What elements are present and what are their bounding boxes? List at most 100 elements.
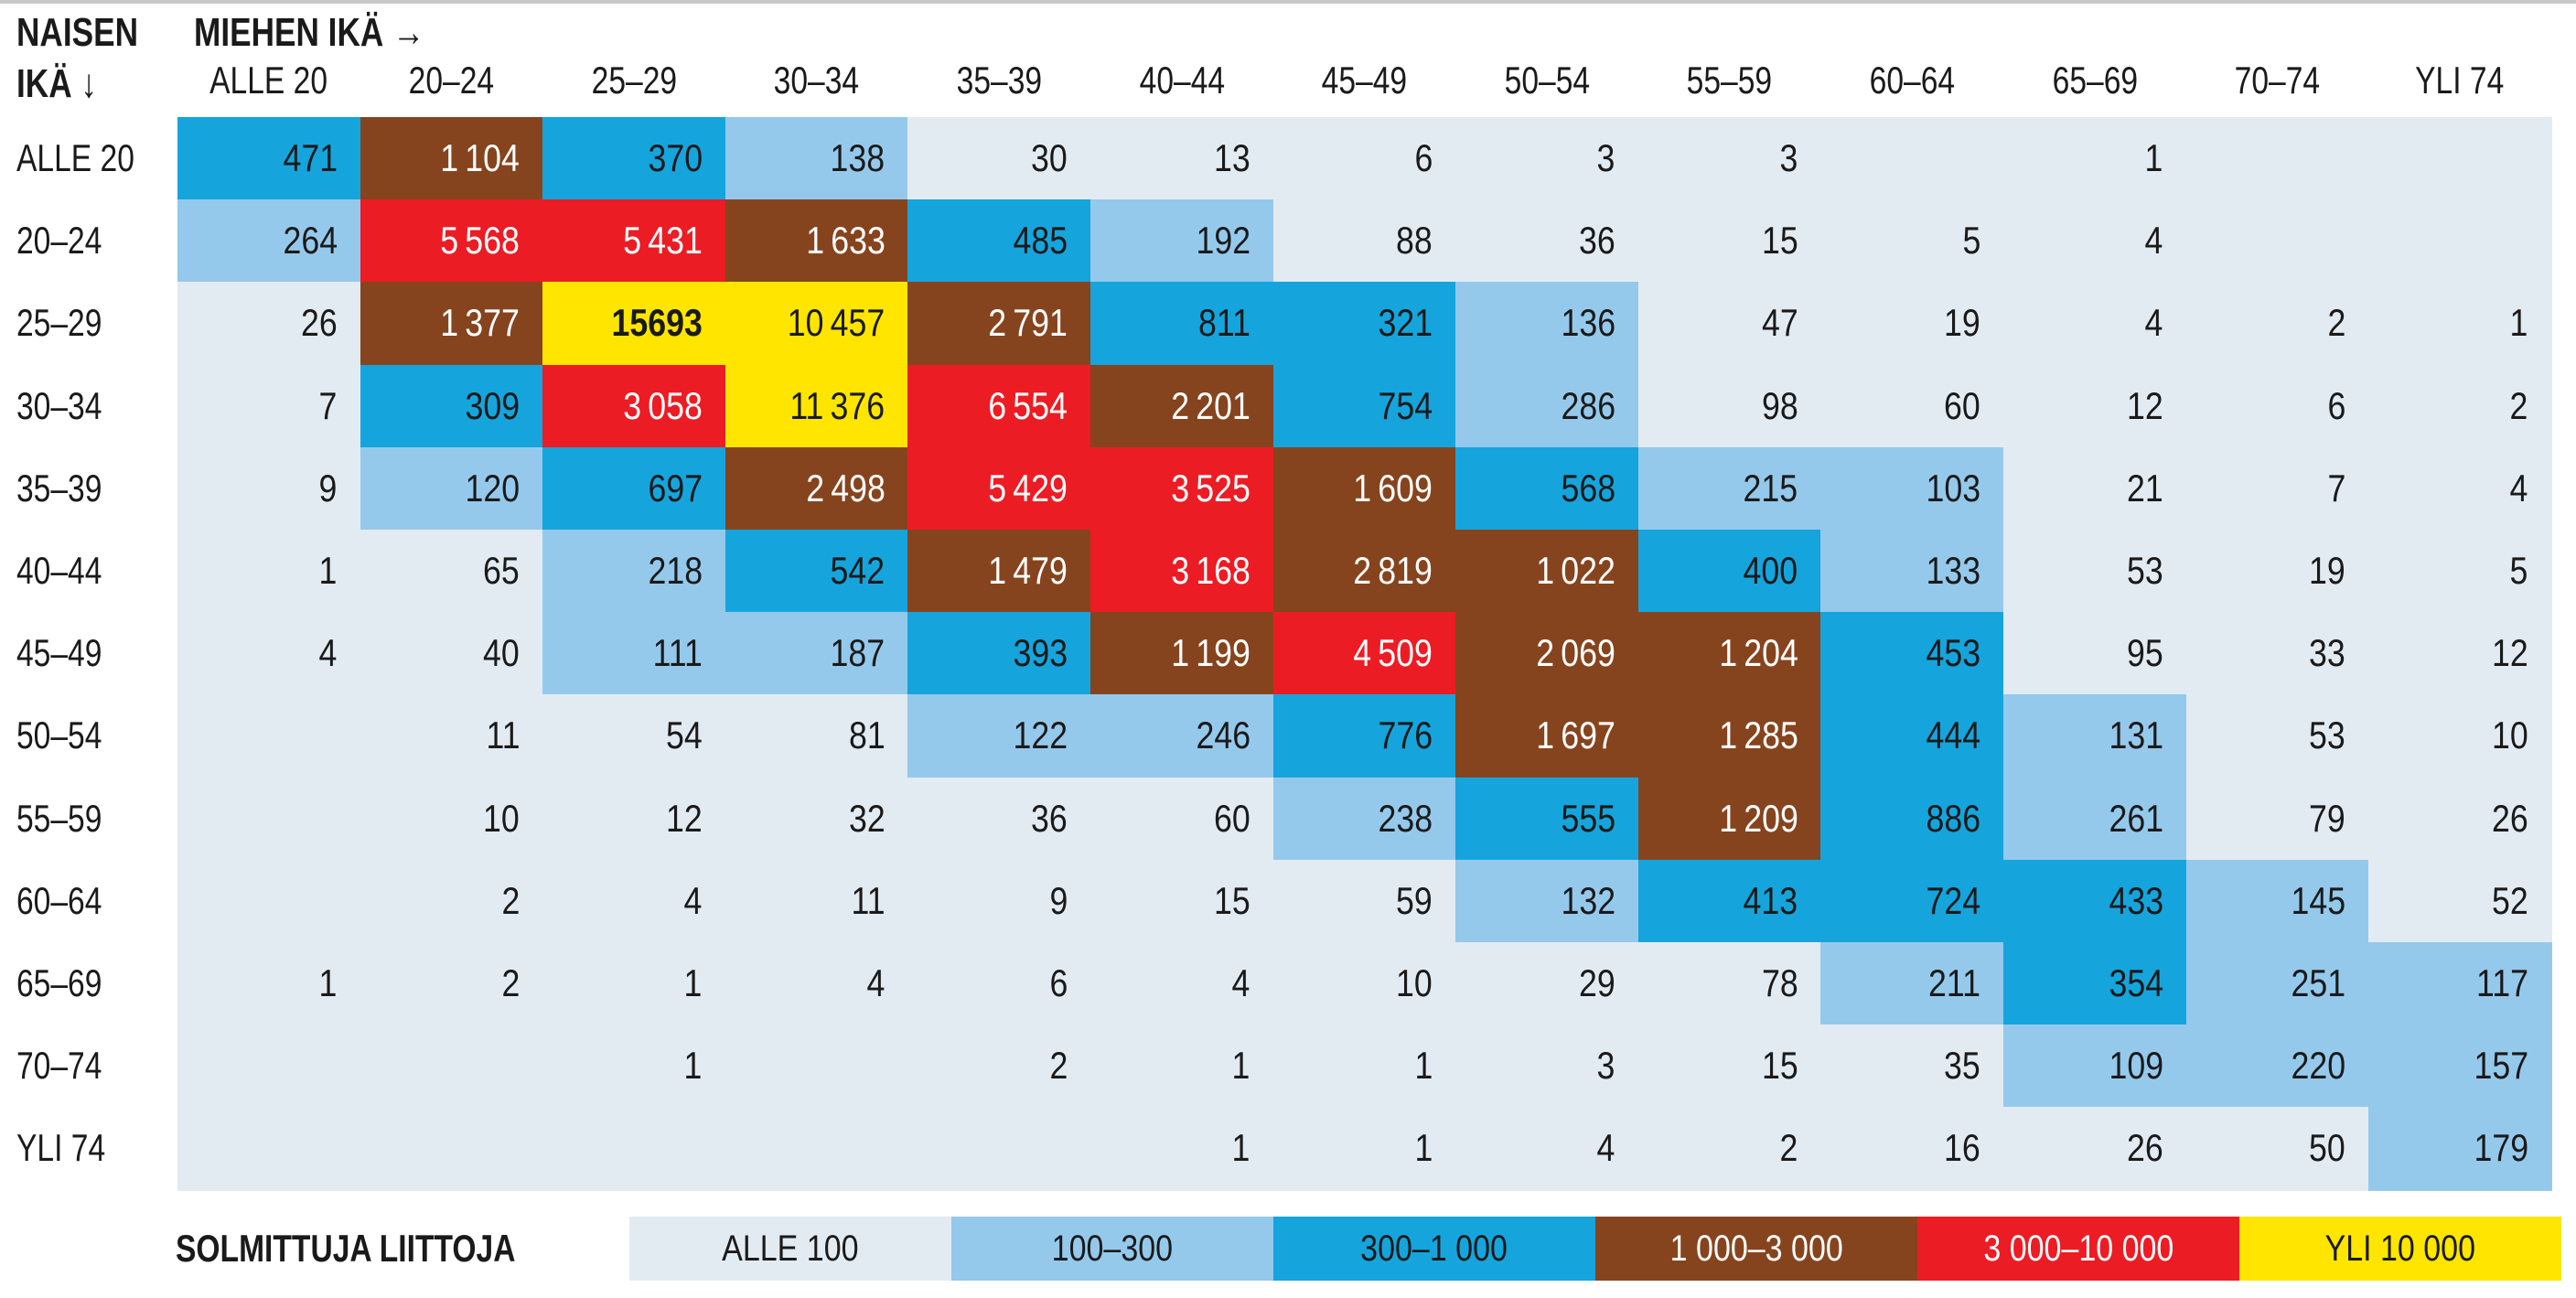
heatmap-cell: 555 [1455,777,1639,861]
heatmap-cell [177,777,361,861]
heatmap-cell: 218 [542,530,726,614]
cell-value: 2 [501,878,521,922]
column-header: ALLE 20 [209,59,328,102]
cell-value: 1 285 [1718,713,1798,757]
cell-value: 132 [1561,878,1615,922]
cell-value: 50 [2309,1126,2346,1170]
cell-value: 10 [483,796,521,840]
cell-value: 122 [1013,713,1068,757]
column-header: 30–34 [774,59,860,102]
cell-value: 133 [1926,549,1980,592]
cell-value: 4 [2509,466,2528,510]
cell-value: 1 [318,961,338,1004]
cell-value: 4 [866,961,886,1004]
cell-value: 15693 [611,301,703,345]
heatmap-cell [907,1107,1091,1191]
heatmap-cell: 6 554 [907,364,1091,448]
cell-value: 9 [318,466,338,510]
heatmap-cell: 3 168 [1090,530,1274,614]
cell-value: 2 [1049,1044,1068,1088]
row-header: 55–59 [16,796,102,840]
cell-value: 3 525 [1171,466,1250,510]
cell-value: 286 [1561,383,1615,427]
cell-value: 19 [1944,301,1980,345]
cell-value: 1 [2144,136,2163,179]
cell-value: 251 [2291,961,2346,1004]
heatmap-cell: 9 [177,446,361,531]
heatmap-cell: 1 377 [360,282,544,366]
heatmap-cell: 3 058 [542,364,726,448]
heatmap-cell: 1 285 [1637,694,1822,778]
cell-value: 238 [1378,796,1433,840]
heatmap-cell [1820,117,2004,201]
heatmap-cell: 33 [2185,612,2370,696]
cell-value: 47 [1761,301,1798,345]
cell-value: 1 204 [1718,631,1798,675]
cell-value: 1 697 [1536,713,1615,757]
cell-value: 1 [1414,1126,1433,1170]
heatmap-cell: 53 [2185,694,2370,778]
cell-value: 16 [1944,1126,1980,1170]
cell-value: 36 [1031,796,1068,840]
legend-item: 3 000–10 000 [1917,1217,2239,1281]
cell-value: 2 791 [988,301,1068,345]
legend-item: 300–1 000 [1273,1217,1595,1281]
cell-value: 7 [318,383,338,427]
cell-value: 886 [1926,796,1980,840]
cell-value: 1 [1414,1044,1433,1088]
heatmap-cell: 60 [1090,777,1274,861]
heatmap-cell: 50 [2185,1107,2370,1191]
cell-value: 811 [1197,301,1250,345]
cell-value: 321 [1378,301,1433,345]
heatmap-cell: 132 [1455,859,1639,943]
heatmap-cell: 1 633 [724,199,909,284]
cell-value: 3 [1596,1044,1615,1088]
cell-value: 52 [2492,878,2528,922]
cell-value: 555 [1561,796,1615,840]
heatmap-cell: 261 [2003,777,2187,861]
heatmap-cell [177,1107,361,1191]
col-axis-label: MIEHEN IKÄ → [194,10,425,55]
heatmap-cell: 2 498 [724,446,909,531]
heatmap-cell: 47 [1637,282,1822,366]
cell-value: 12 [2492,631,2528,675]
row-header: 60–64 [16,878,102,922]
cell-value: 485 [1013,219,1068,263]
cell-value: 1 [683,1044,703,1088]
heatmap-cell [2185,199,2370,284]
heatmap-cell: 81 [724,694,909,778]
heatmap-cell: 26 [177,282,361,366]
cell-value: 157 [2474,1044,2528,1088]
row-header: ALLE 20 [16,136,134,179]
heatmap-cell: 1 204 [1637,612,1822,696]
heatmap-cell: 32 [724,777,909,861]
cell-value: 309 [465,383,521,427]
cell-value: 59 [1396,878,1433,922]
cell-value: 4 [1231,961,1250,1004]
heatmap-cell: 754 [1272,364,1457,448]
heatmap-cell: 6 [2185,364,2370,448]
cell-value: 11 [486,713,521,757]
heatmap-cell: 1 479 [907,530,1091,614]
heatmap-cell [542,1107,726,1191]
heatmap-cell: 16 [1820,1107,2004,1191]
heatmap-cell: 7 [2185,446,2370,531]
cell-value: 471 [283,136,338,179]
heatmap-cell: 9 [907,859,1091,943]
row-header: 45–49 [16,631,102,675]
cell-value: 88 [1396,219,1433,263]
heatmap-cell: 1 [1090,1024,1274,1109]
heatmap-cell: 393 [907,612,1091,696]
heatmap-cell: 485 [907,199,1091,284]
cell-value: 36 [1579,219,1615,263]
cell-value: 131 [2109,713,2163,757]
cell-value: 4 [2144,301,2163,345]
cell-value: 26 [2126,1126,2163,1170]
heatmap-cell: 54 [542,694,726,778]
heatmap-cell: 251 [2185,942,2370,1026]
row-axis-label: NAISEN IKÄ ↓ [16,10,138,106]
heatmap-cell: 78 [1637,942,1822,1026]
cell-value: 1 609 [1353,466,1433,510]
heatmap-cell: 2 [2368,364,2552,448]
cell-value: 6 [1414,136,1433,179]
